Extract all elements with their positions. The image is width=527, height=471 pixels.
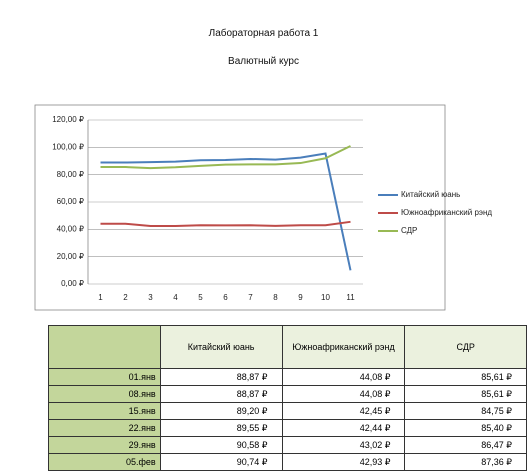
- table-cell: [48, 325, 161, 369]
- table-cell: 88,87 ₽: [159, 368, 283, 386]
- chart-frame: [34, 104, 446, 311]
- table-cell: 85,61 ₽: [404, 385, 527, 403]
- x-tick-label: 5: [198, 293, 203, 302]
- table-row: 29.янв 90,58 ₽43,02 ₽86,47 ₽: [48, 436, 527, 454]
- table-cell: Южноафриканский рэнд: [281, 325, 406, 369]
- chart: 0,00 ₽ 20,00 ₽ 40,00 ₽ 60,00 ₽ 80,00 ₽ 100,00…: [34, 104, 492, 311]
- table-cell: 85,61 ₽: [404, 368, 527, 386]
- table-cell: 29.янв: [48, 436, 161, 454]
- x-tick-label: 11: [346, 293, 355, 302]
- series-line: [100, 145, 351, 170]
- legend-label: Китайский юань: [401, 190, 460, 199]
- table-row: 05.фев 90,74 ₽42,93 ₽87,36 ₽: [48, 453, 527, 471]
- table-cell: 90,74 ₽: [159, 453, 283, 471]
- y-tick-label: 0,00 ₽: [61, 279, 84, 288]
- table-row: 01.янв 88,87 ₽44,08 ₽85,61 ₽: [48, 368, 527, 386]
- y-tick-label: 80,00 ₽: [57, 170, 84, 179]
- x-tick-label: 8: [273, 293, 278, 302]
- table-cell: 08.янв: [48, 385, 161, 403]
- table-row: 15.янв 89,20 ₽42,45 ₽84,75 ₽: [48, 402, 527, 420]
- table-cell: 84,75 ₽: [404, 402, 527, 420]
- table-cell: 85,40 ₽: [404, 419, 527, 437]
- table-cell: 89,55 ₽: [159, 419, 283, 437]
- table-cell: 15.янв: [48, 402, 161, 420]
- table-cell: 01.янв: [48, 368, 161, 386]
- y-tick-label: 40,00 ₽: [57, 224, 84, 233]
- x-tick-label: 9: [298, 293, 303, 302]
- table-cell: 22.янв: [48, 419, 161, 437]
- table-cell: 42,45 ₽: [281, 402, 406, 420]
- x-tick-label: 3: [148, 293, 153, 302]
- table-cell: 44,08 ₽: [281, 385, 406, 403]
- x-tick-label: 2: [123, 293, 128, 302]
- table-cell: 88,87 ₽: [159, 385, 283, 403]
- y-tick-label: 120,00 ₽: [52, 115, 84, 124]
- y-tick-label: 60,00 ₽: [57, 197, 84, 206]
- x-tick-label: 7: [248, 293, 253, 302]
- x-tick-label: 10: [321, 293, 330, 302]
- table-row: 08.янв 88,87 ₽44,08 ₽85,61 ₽: [48, 385, 527, 403]
- doc-title: Лабораторная работа 1: [208, 28, 319, 39]
- legend-label: Южноафриканский рэнд: [401, 208, 492, 217]
- series-line: [100, 152, 352, 271]
- table-cell: 42,44 ₽: [281, 419, 406, 437]
- table-cell: 05.фев: [48, 453, 161, 471]
- table-cell: 44,08 ₽: [281, 368, 406, 386]
- data-table: Китайский юань Южноафриканский рэнд СДР 01.…: [48, 325, 527, 471]
- table-cell: 90,58 ₽: [159, 436, 283, 454]
- y-tick-label: 100,00 ₽: [52, 142, 84, 151]
- doc-subtitle: Валютный курс: [228, 56, 299, 67]
- table-cell: 89,20 ₽: [159, 402, 283, 420]
- table-cell: 87,36 ₽: [404, 453, 527, 471]
- x-tick-label: 6: [223, 293, 228, 302]
- table-cell: 43,02 ₽: [281, 436, 406, 454]
- table-cell: СДР: [404, 325, 527, 369]
- table-cell: 86,47 ₽: [404, 436, 527, 454]
- table-row: 22.янв 89,55 ₽42,44 ₽85,40 ₽: [48, 419, 527, 437]
- table-cell: Китайский юань: [159, 325, 283, 369]
- x-tick-label: 4: [173, 293, 178, 302]
- page: Лабораторная работа 1 Валютный курс 0,00…: [34, 28, 527, 471]
- table-cell: 42,93 ₽: [281, 453, 406, 471]
- x-tick-label: 1: [98, 293, 103, 302]
- legend-label: СДР: [401, 226, 417, 235]
- series-line: [100, 220, 351, 227]
- header-row: Китайский юань Южноафриканский рэнд СДР: [48, 325, 527, 369]
- y-tick-label: 20,00 ₽: [57, 252, 84, 261]
